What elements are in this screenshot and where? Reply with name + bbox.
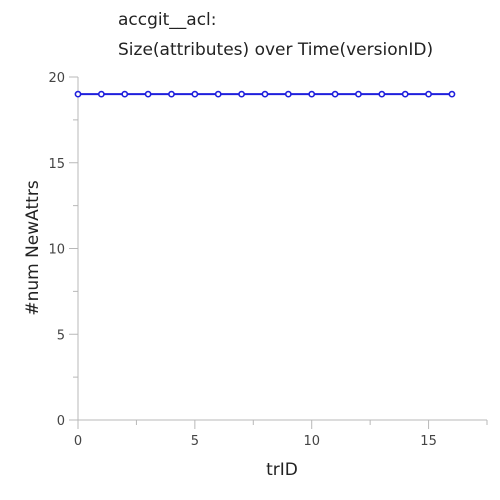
data-point: [331, 90, 339, 98]
data-point: [425, 90, 432, 98]
data-point: [401, 90, 409, 98]
axis-ticks: 0 5 10 15 0 5 10 15 20: [48, 71, 488, 449]
data-point: [214, 90, 222, 98]
x-tick-label: 10: [303, 434, 320, 449]
y-tick-label: 10: [48, 243, 65, 258]
data-point: [121, 90, 129, 98]
y-tick-label: 15: [48, 157, 65, 172]
y-tick-label: 20: [48, 71, 65, 86]
data-point: [144, 90, 152, 98]
x-axis-label: trID: [266, 460, 298, 480]
series-group: [74, 90, 456, 98]
x-tick-label: 15: [420, 434, 437, 449]
x-tick-label: 5: [191, 434, 199, 449]
data-point: [378, 90, 386, 98]
data-point: [97, 90, 105, 98]
data-point: [238, 90, 245, 98]
data-point: [308, 90, 316, 98]
x-tick-label: 0: [74, 434, 82, 449]
data-point: [355, 90, 362, 98]
chart-subtitle: Size(attributes) over Time(versionID): [118, 40, 433, 60]
data-point: [168, 90, 175, 98]
chart-title: accgit__acl:: [118, 10, 217, 30]
axes: [77, 77, 487, 421]
data-point: [448, 90, 456, 98]
data-point: [284, 90, 292, 98]
y-tick-label: 5: [57, 328, 65, 343]
data-point: [261, 90, 269, 98]
y-tick-label: 0: [57, 414, 65, 429]
data-point: [74, 90, 82, 98]
data-point: [191, 90, 199, 98]
y-axis-label: #num NewAttrs: [23, 180, 43, 315]
